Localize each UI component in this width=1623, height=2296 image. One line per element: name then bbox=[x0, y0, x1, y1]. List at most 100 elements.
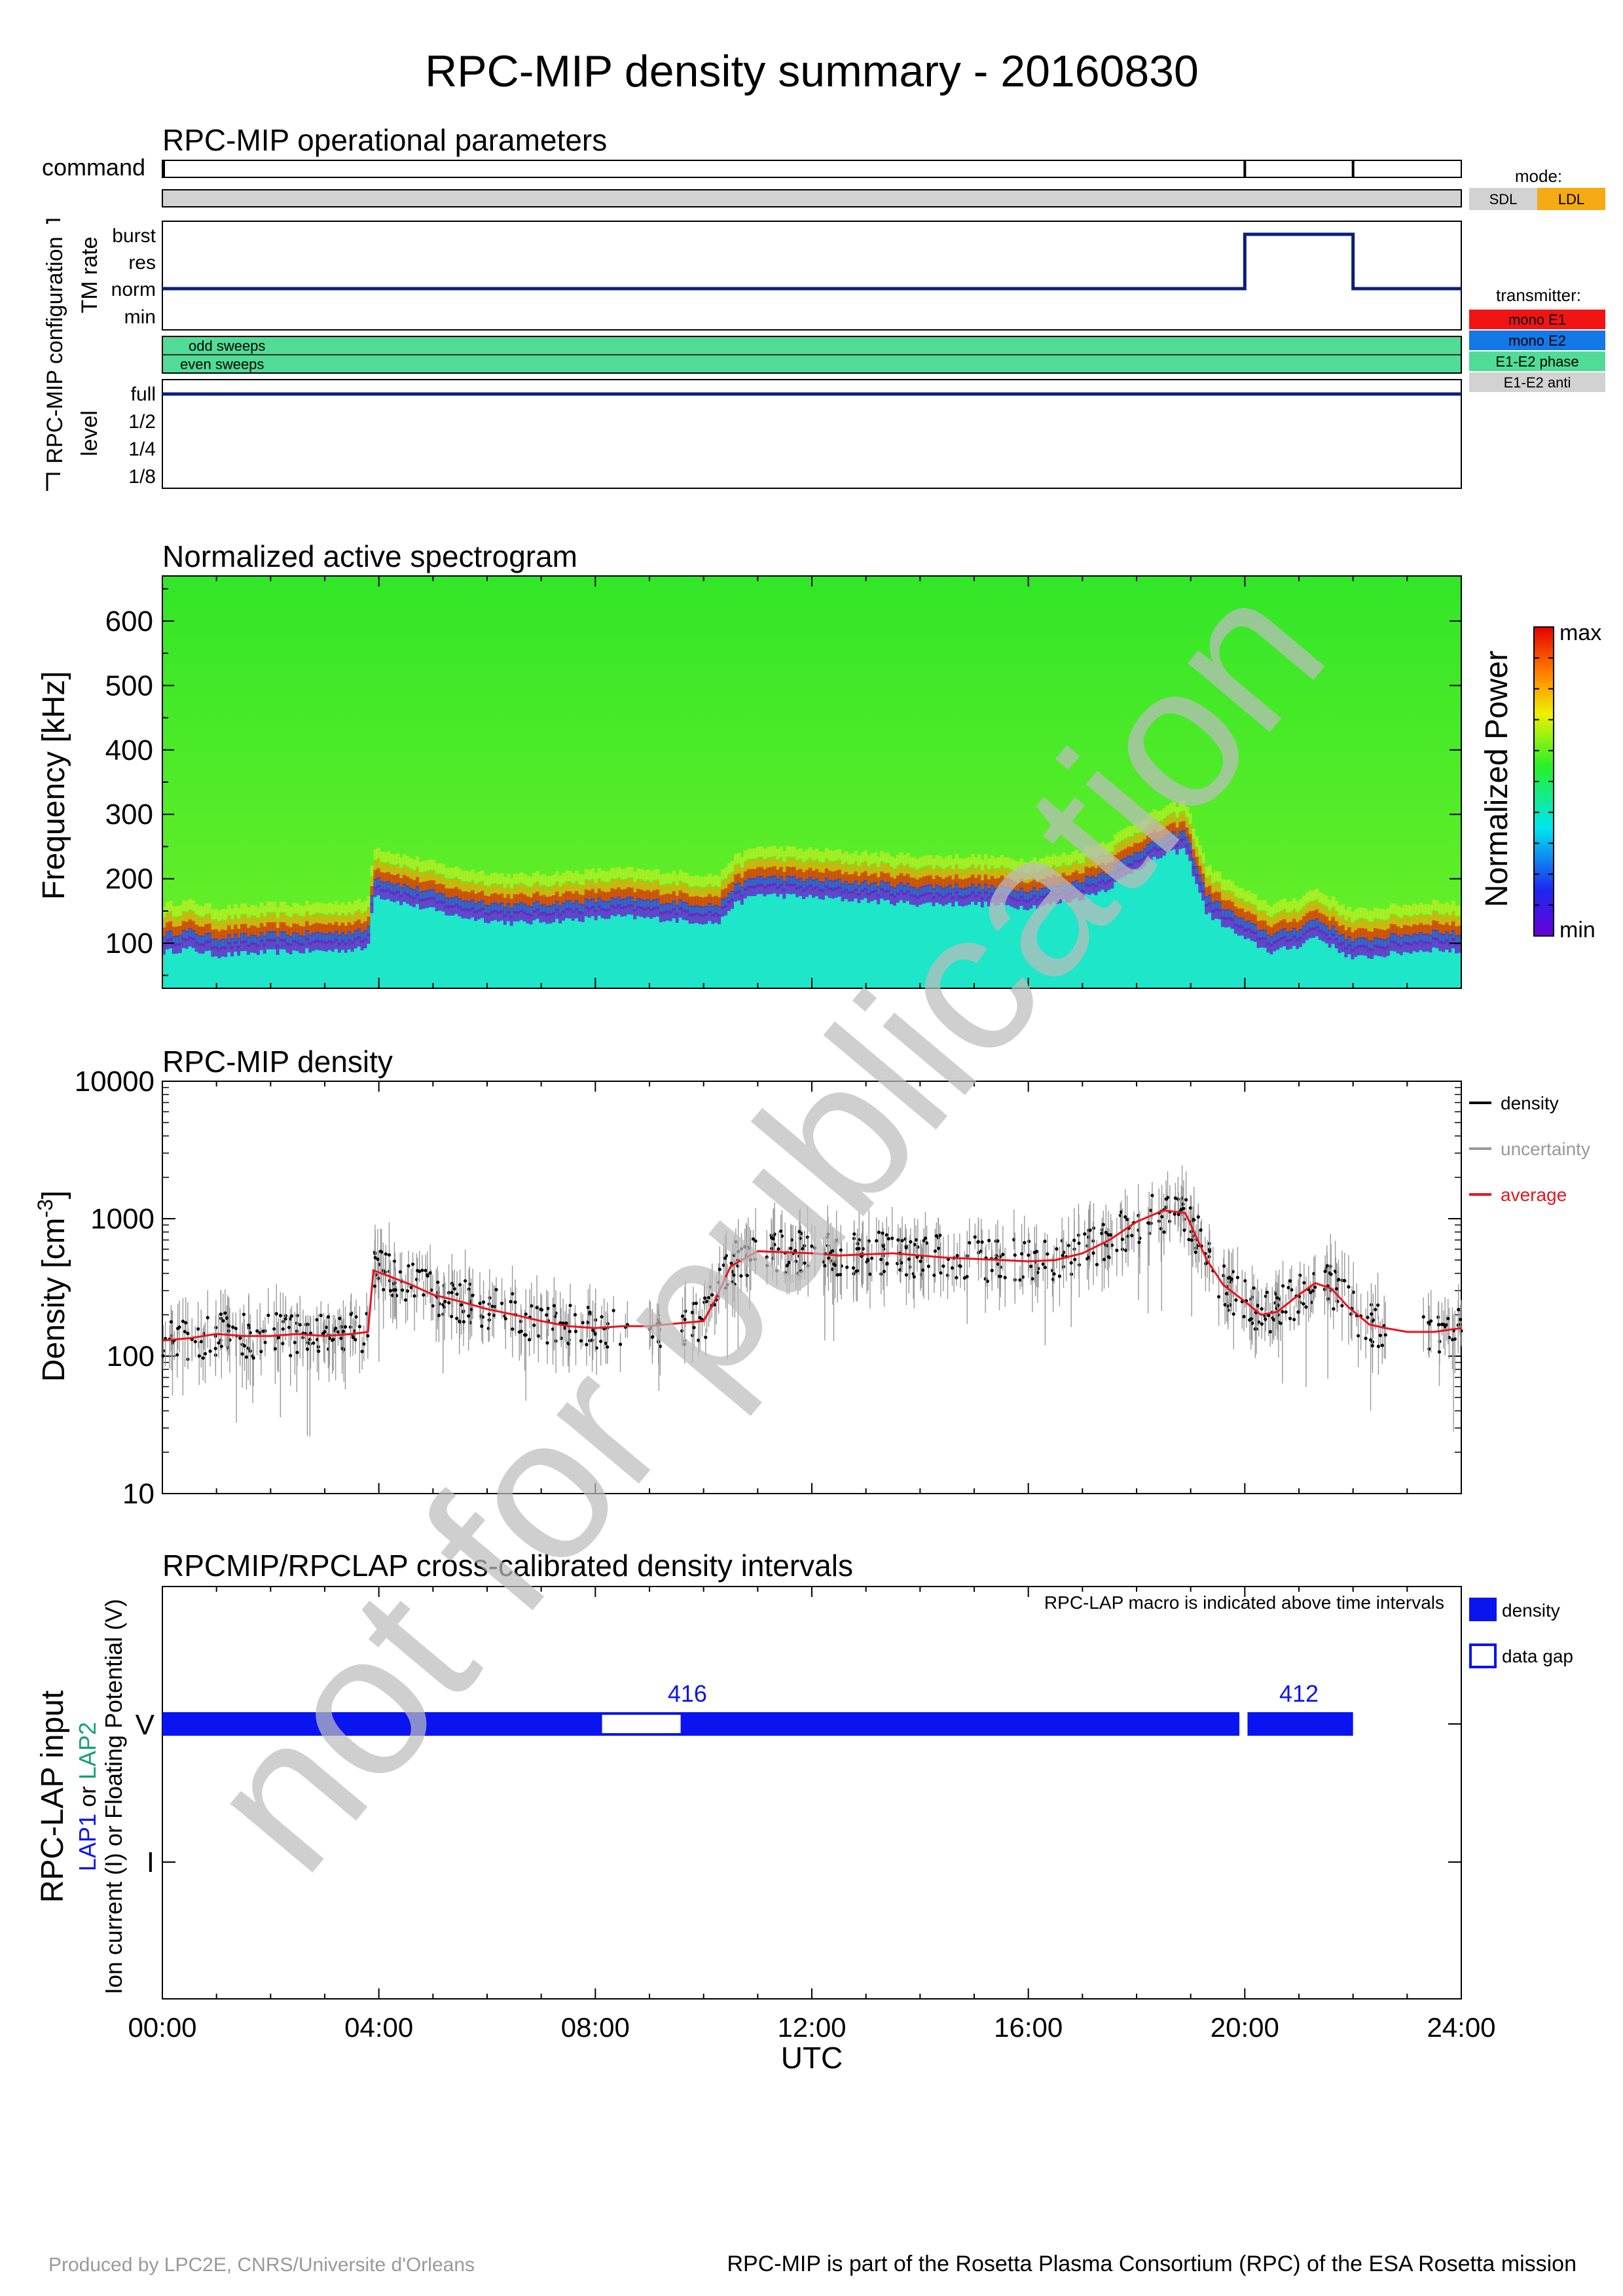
density-point-341 bbox=[754, 1239, 757, 1243]
crosscal-ylabel-main: RPC-LAP input bbox=[35, 1691, 70, 1903]
spec-band-3-72 bbox=[396, 883, 400, 893]
spec-band-4-85 bbox=[438, 900, 443, 911]
spec-band-3-203 bbox=[821, 882, 826, 892]
spec-band-4-178 bbox=[740, 894, 744, 905]
spec-band-4-174 bbox=[727, 901, 731, 911]
spec-band-0-170 bbox=[714, 875, 718, 886]
density-point-401 bbox=[308, 1337, 312, 1342]
density-point-785 bbox=[980, 1240, 984, 1244]
spec-band-3-128 bbox=[577, 903, 582, 914]
spec-band-0-240 bbox=[941, 858, 945, 869]
spec-floor-159 bbox=[678, 911, 683, 988]
spec-floor-177 bbox=[737, 895, 741, 988]
spec-band-4-254 bbox=[987, 896, 991, 906]
spec-band-0-114 bbox=[532, 872, 536, 884]
spec-band-2-207 bbox=[834, 870, 839, 881]
spec-band-1-265 bbox=[1023, 873, 1027, 884]
spec-band-0-79 bbox=[418, 861, 423, 872]
spec-band-2-144 bbox=[630, 888, 634, 899]
spec-band-0-36 bbox=[279, 901, 283, 912]
spec-band-1-103 bbox=[496, 886, 501, 896]
density-point-778 bbox=[1199, 1228, 1203, 1232]
spec-band-0-12 bbox=[201, 906, 206, 917]
spec-floor-263 bbox=[1016, 903, 1021, 988]
spec-band-0-238 bbox=[935, 855, 939, 865]
spec-band-3-201 bbox=[814, 878, 819, 889]
spec-band-0-377 bbox=[1386, 908, 1391, 919]
spec-band-4-321 bbox=[1205, 904, 1209, 914]
spec-band-0-198 bbox=[805, 849, 809, 860]
spec-band-1-300 bbox=[1137, 834, 1140, 845]
spec-floor-358 bbox=[1324, 937, 1329, 988]
density-point-169 bbox=[458, 1283, 462, 1287]
spec-band-1-302 bbox=[1142, 830, 1147, 841]
spec-band-2-365 bbox=[1347, 927, 1351, 938]
spec-band-3-355 bbox=[1315, 918, 1319, 929]
spec-band-3-179 bbox=[743, 880, 748, 891]
spec-band-4-264 bbox=[1019, 895, 1023, 906]
spec-band-2-2 bbox=[168, 921, 173, 932]
spec-band-1-367 bbox=[1354, 920, 1358, 931]
spec-floor-381 bbox=[1399, 949, 1404, 988]
spec-band-4-219 bbox=[873, 889, 877, 901]
transmitter-legend: transmitter: mono E1 mono E2 E1-E2 phase… bbox=[1469, 285, 1605, 392]
spec-band-3-225 bbox=[893, 888, 897, 898]
spec-band-2-166 bbox=[701, 897, 705, 908]
spec-floor-155 bbox=[665, 914, 670, 988]
spec-band-3-133 bbox=[594, 902, 598, 913]
spec-band-4-330 bbox=[1233, 923, 1238, 934]
spec-floor-269 bbox=[1036, 903, 1040, 988]
spec-band-2-287 bbox=[1094, 868, 1099, 879]
spec-band-3-31 bbox=[263, 935, 267, 946]
spec-floor-383 bbox=[1406, 946, 1410, 988]
spec-band-2-318 bbox=[1195, 857, 1199, 868]
spec-band-1-275 bbox=[1055, 868, 1059, 878]
spec-band-3-347 bbox=[1289, 931, 1293, 942]
spec-band-2-367 bbox=[1354, 929, 1358, 941]
spec-band-3-81 bbox=[425, 889, 429, 901]
spec-band-4-282 bbox=[1078, 890, 1082, 901]
spec-band-4-48 bbox=[318, 940, 322, 951]
command-label: command bbox=[42, 154, 145, 181]
spec-floor-29 bbox=[256, 949, 261, 988]
density-point-218 bbox=[175, 1353, 179, 1357]
density-point-285 bbox=[1231, 1312, 1235, 1316]
spec-floor-25 bbox=[244, 945, 247, 988]
spec-band-4-245 bbox=[958, 895, 962, 906]
spec-floor-392 bbox=[1435, 942, 1439, 988]
spec-band-3-294 bbox=[1117, 861, 1121, 872]
tm-rate-line bbox=[162, 232, 1461, 291]
spec-floor-92 bbox=[461, 912, 465, 988]
spec-band-3-3 bbox=[172, 935, 176, 946]
spec-band-3-129 bbox=[581, 904, 585, 915]
spec-band-0-390 bbox=[1429, 905, 1432, 916]
spec-band-0-265 bbox=[1023, 862, 1027, 872]
spec-band-1-252 bbox=[980, 871, 985, 882]
spec-floor-133 bbox=[594, 914, 598, 988]
spec-band-0-172 bbox=[721, 869, 725, 880]
spec-band-2-220 bbox=[877, 877, 881, 888]
spec-band-4-393 bbox=[1438, 941, 1442, 952]
density-point-194 bbox=[324, 1325, 329, 1329]
spec-band-1-150 bbox=[649, 882, 653, 893]
spec-band-2-21 bbox=[230, 929, 234, 940]
spec-band-1-133 bbox=[594, 884, 598, 895]
spec-band-3-370 bbox=[1364, 937, 1368, 948]
spec-band-4-65 bbox=[373, 886, 377, 897]
spec-band-0-342 bbox=[1273, 903, 1277, 914]
spec-band-3-386 bbox=[1415, 934, 1420, 945]
spec-band-1-218 bbox=[870, 865, 874, 876]
spec-band-4-176 bbox=[733, 891, 738, 902]
spec-band-2-202 bbox=[818, 872, 822, 883]
spec-band-4-293 bbox=[1114, 871, 1118, 882]
spec-band-0-10 bbox=[194, 904, 199, 915]
spec-band-3-286 bbox=[1091, 875, 1095, 886]
spec-band-2-169 bbox=[711, 897, 715, 908]
time-tick-label-2: 08:00 bbox=[561, 2012, 630, 2043]
spec-band-3-94 bbox=[467, 901, 471, 912]
spec-band-1-151 bbox=[652, 881, 657, 892]
spec-band-4-377 bbox=[1386, 945, 1391, 956]
spec-band-3-259 bbox=[1003, 887, 1008, 898]
spec-band-1-246 bbox=[961, 870, 965, 881]
spec-band-2-10 bbox=[194, 924, 199, 935]
